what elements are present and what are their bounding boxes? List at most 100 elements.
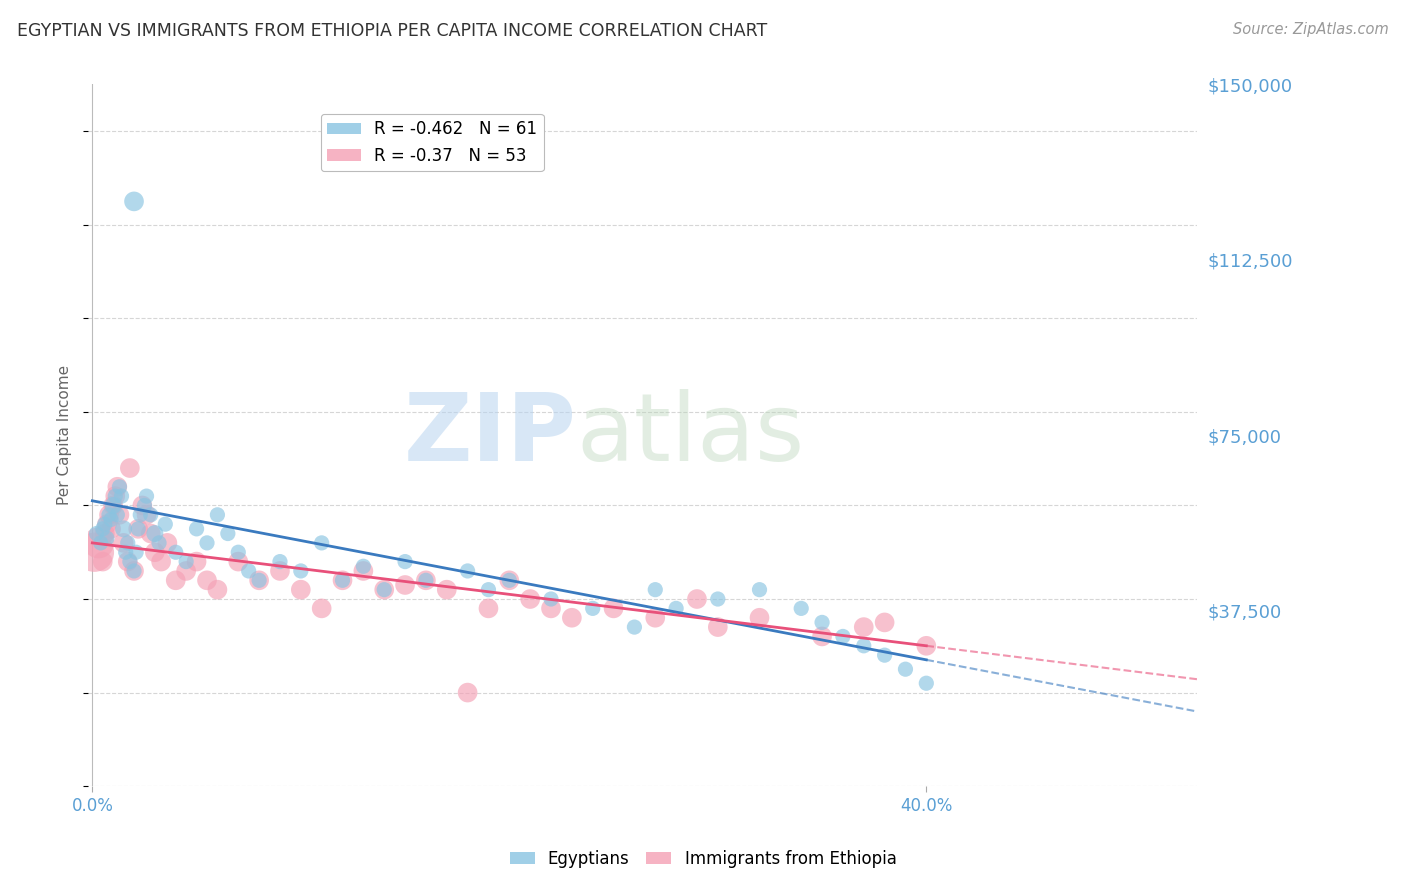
Point <box>101 499 124 513</box>
Point <box>852 620 875 634</box>
Point <box>94 517 117 532</box>
Point <box>226 545 249 559</box>
Point <box>352 559 374 574</box>
Point <box>457 685 479 699</box>
Point <box>86 526 108 541</box>
Point <box>707 592 730 607</box>
Point <box>665 601 688 615</box>
Point <box>352 564 374 578</box>
Point <box>195 536 218 550</box>
Legend: R = -0.462   N = 61, R = -0.37   N = 53: R = -0.462 N = 61, R = -0.37 N = 53 <box>321 114 544 171</box>
Point <box>238 564 260 578</box>
Legend: Egyptians, Immigrants from Ethiopia: Egyptians, Immigrants from Ethiopia <box>503 844 903 875</box>
Point <box>105 480 128 494</box>
Point <box>186 522 208 536</box>
Point <box>135 489 157 503</box>
Point <box>98 508 121 522</box>
Point <box>873 615 896 630</box>
Point <box>129 508 152 522</box>
Point <box>602 601 624 615</box>
Point <box>811 615 834 630</box>
Point <box>894 662 917 676</box>
Point <box>101 499 124 513</box>
Point <box>644 582 666 597</box>
Point <box>811 630 834 644</box>
Point <box>873 648 896 662</box>
Point <box>394 578 416 592</box>
Point <box>139 526 162 541</box>
Point <box>112 536 135 550</box>
Point <box>540 592 562 607</box>
Point <box>311 536 333 550</box>
Text: ZIP: ZIP <box>404 389 576 482</box>
Point <box>540 601 562 615</box>
Point <box>108 480 131 494</box>
Point <box>143 545 166 559</box>
Point <box>90 536 112 550</box>
Point <box>105 508 128 522</box>
Point <box>143 526 166 541</box>
Point <box>104 489 127 503</box>
Point <box>94 526 117 541</box>
Point <box>139 508 162 522</box>
Point <box>207 508 229 522</box>
Point <box>114 545 136 559</box>
Point <box>311 601 333 615</box>
Text: atlas: atlas <box>576 389 804 482</box>
Point <box>373 582 395 597</box>
Point <box>150 555 173 569</box>
Point <box>415 574 437 588</box>
Point <box>498 574 520 588</box>
Point <box>290 582 312 597</box>
Point <box>83 545 105 559</box>
Point <box>118 461 141 475</box>
Point <box>131 499 153 513</box>
Point <box>155 517 177 532</box>
Point <box>165 545 187 559</box>
Point <box>748 611 770 625</box>
Point <box>98 508 121 522</box>
Point <box>247 574 270 588</box>
Point <box>122 564 145 578</box>
Point <box>498 574 520 588</box>
Point <box>436 582 458 597</box>
Point <box>96 531 118 545</box>
Point <box>915 639 938 653</box>
Point <box>790 601 813 615</box>
Point <box>832 630 855 644</box>
Y-axis label: Per Capita Income: Per Capita Income <box>58 365 72 506</box>
Point <box>457 564 479 578</box>
Point <box>91 522 114 536</box>
Point <box>127 522 149 536</box>
Point <box>686 592 709 607</box>
Point <box>165 574 187 588</box>
Point <box>104 489 127 503</box>
Point <box>112 522 135 536</box>
Point <box>915 676 938 690</box>
Point <box>87 536 110 550</box>
Point <box>290 564 312 578</box>
Point <box>269 555 291 569</box>
Point <box>748 582 770 597</box>
Point <box>582 601 605 615</box>
Point <box>118 555 141 569</box>
Point <box>125 545 148 559</box>
Point <box>174 555 197 569</box>
Point <box>117 536 139 550</box>
Point <box>332 574 354 588</box>
Point <box>100 522 122 536</box>
Point <box>394 555 416 569</box>
Point <box>186 555 208 569</box>
Point <box>195 574 218 588</box>
Point <box>122 564 145 578</box>
Text: Source: ZipAtlas.com: Source: ZipAtlas.com <box>1233 22 1389 37</box>
Point <box>122 194 145 209</box>
Point <box>135 508 157 522</box>
Point <box>117 555 139 569</box>
Point <box>707 620 730 634</box>
Point <box>269 564 291 578</box>
Point <box>561 611 583 625</box>
Point <box>852 639 875 653</box>
Point <box>174 564 197 578</box>
Point <box>127 522 149 536</box>
